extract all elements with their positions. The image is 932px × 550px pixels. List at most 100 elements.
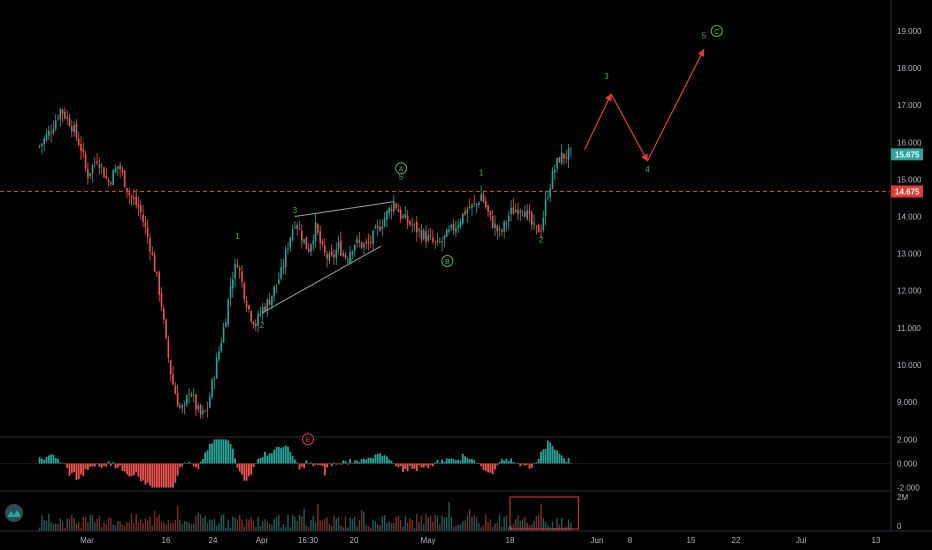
oscillator-bar (282, 447, 285, 464)
oscillator-bar (305, 460, 308, 464)
candle-body (163, 308, 165, 320)
price-tick-label: 19.000 (897, 27, 922, 36)
volume-bar (356, 526, 358, 531)
candle-body (393, 201, 395, 212)
candle-body (526, 210, 528, 219)
oscillator-bar (464, 456, 466, 464)
candle-body (54, 120, 57, 129)
candle-body (494, 223, 496, 229)
oscillator-bar (68, 463, 71, 476)
oscillator-bar (93, 463, 96, 467)
oscillator-bar (227, 440, 230, 464)
oscillator-bar (409, 463, 411, 466)
candle-body (289, 237, 292, 248)
time-axis[interactable]: Mar 16 24 Apr 16:30 20 May 18 Jun 8 15 22 Jul 13 (0, 530, 932, 545)
price-tick-label: 14.000 (897, 213, 922, 222)
oscillator-panel[interactable] (0, 436, 890, 488)
volume-bar (135, 514, 137, 531)
volume-bar (524, 517, 526, 531)
oscillator-bar (179, 463, 181, 468)
oscillator-bar (250, 463, 253, 475)
volume-bar (213, 518, 216, 531)
volume-bar (156, 517, 158, 531)
volume-bar (252, 521, 255, 531)
candle-body (252, 321, 255, 325)
candle-body (503, 221, 505, 232)
candle-body (41, 143, 43, 147)
candle-body (307, 248, 310, 252)
volume-bar (351, 519, 354, 531)
candle-body (188, 393, 190, 395)
oscillator-bar (319, 463, 322, 466)
oscillator-bar (192, 463, 195, 467)
candle-body (358, 240, 361, 243)
oscillator-bar (222, 439, 225, 464)
volume-bar (176, 505, 179, 531)
volume-bar (128, 522, 130, 531)
oscillator-bar (503, 460, 506, 464)
candle-body (158, 272, 160, 295)
volume-bar (117, 521, 119, 531)
candle-body (330, 251, 333, 256)
volume-bar (227, 519, 229, 531)
candle-body (310, 244, 312, 252)
oscillator-bar (328, 463, 331, 464)
volume-bar (367, 525, 370, 531)
oscillator-bar (47, 455, 50, 464)
oscillator-bar (96, 463, 98, 464)
candle-body (73, 124, 75, 132)
oscillator-bar (66, 463, 69, 468)
candle-body (395, 203, 397, 209)
volume-bar (469, 509, 471, 531)
oscillator-bar (344, 461, 347, 464)
volume-bar (190, 524, 193, 531)
price-axis[interactable]: 19.000 18.000 17.000 16.000 15.000 14.000 13.0… (890, 0, 923, 531)
oscillator-bar (243, 463, 246, 481)
candle-body (386, 210, 388, 220)
circled-wave-marker (395, 162, 408, 175)
volume-bar (390, 523, 393, 531)
oscillator-bar (87, 463, 89, 470)
volume-bar (199, 514, 202, 531)
candle-body (563, 153, 565, 159)
volume-bar (202, 518, 204, 531)
candle-body (84, 154, 87, 169)
volume-bar (567, 519, 570, 531)
volume-bar (98, 515, 101, 531)
volume-bar (236, 519, 239, 531)
candle-body (420, 229, 423, 240)
candle-body (215, 357, 218, 379)
oscillator-bar (167, 463, 170, 488)
candle-body (328, 253, 331, 261)
oscillator-bar (524, 463, 526, 466)
candle-body (107, 180, 110, 183)
candle-body (259, 313, 262, 315)
oscillator-bar (59, 462, 62, 464)
oscillator-bar (142, 463, 144, 481)
candle-body (441, 241, 443, 243)
oscillator-bar (91, 463, 94, 467)
candle-body (510, 207, 512, 215)
candle-body (448, 229, 450, 232)
oscillator-bar (245, 463, 248, 481)
candle-body (167, 339, 170, 358)
oscillator-bar (310, 462, 312, 464)
volume-bar (94, 522, 96, 531)
oscillator-bar (386, 456, 388, 464)
volume-panel[interactable] (0, 490, 890, 531)
candle-body (89, 173, 91, 176)
volume-bar (478, 523, 480, 531)
candle-body (144, 222, 147, 228)
volume-bar (312, 515, 314, 531)
triangle-trendline (294, 201, 395, 217)
oscillator-bar (323, 463, 326, 476)
candle-body (126, 188, 128, 193)
oscillator-bar (482, 463, 485, 470)
oscillator-bar (411, 463, 414, 469)
candle-body (261, 306, 264, 314)
volume-bar (326, 517, 328, 531)
volume-bar (439, 523, 441, 531)
volume-bar (482, 525, 485, 531)
